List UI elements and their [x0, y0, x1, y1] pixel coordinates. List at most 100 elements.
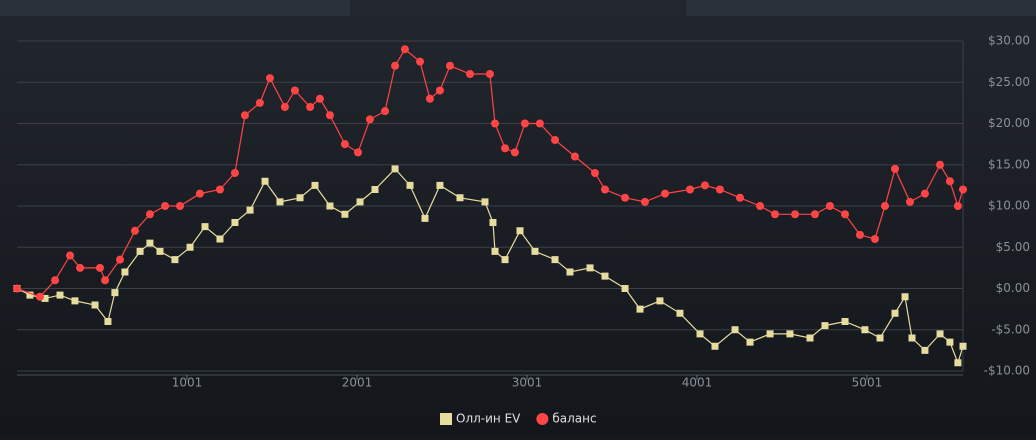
point: [551, 136, 560, 144]
point: [201, 223, 209, 231]
point: [341, 210, 349, 218]
point: [416, 57, 425, 66]
point: [766, 330, 774, 338]
x-tick-label: 1001: [172, 376, 203, 390]
point: [246, 206, 254, 214]
point: [676, 309, 684, 317]
point: [601, 272, 609, 280]
point: [425, 94, 434, 103]
point: [520, 119, 529, 128]
point: [101, 276, 110, 285]
point: [13, 284, 21, 293]
point: [841, 318, 849, 325]
point: [26, 291, 34, 299]
point: [731, 326, 739, 334]
point: [880, 202, 889, 210]
plot-area: $30.00 $25.00 $20.00 $15.00 $10.00 $5.00 $0.00…: [13, 34, 1030, 390]
y-tick-label: -$10.00: [984, 364, 1030, 378]
point: [265, 74, 274, 83]
point: [870, 235, 879, 243]
point: [365, 115, 374, 124]
point: [325, 111, 334, 120]
point: [176, 202, 185, 210]
point: [121, 268, 129, 276]
point: [391, 61, 400, 70]
point: [636, 305, 644, 313]
point: [171, 256, 179, 264]
point: [905, 197, 914, 206]
point: [640, 197, 649, 206]
point: [340, 140, 349, 149]
y-tick-label: $25.00: [988, 75, 1030, 89]
point: [746, 338, 754, 346]
point: [71, 297, 79, 305]
point: [491, 247, 499, 255]
x-tick-label: 4001: [682, 376, 713, 390]
point: [406, 181, 414, 189]
point: [421, 214, 429, 222]
point: [959, 342, 967, 350]
point: [116, 255, 125, 264]
x-tick-label: 2001: [342, 376, 373, 390]
point: [661, 189, 670, 198]
point: [946, 338, 954, 346]
point: [276, 198, 284, 206]
legend-label: Олл-ин EV: [456, 412, 521, 426]
point: [621, 193, 630, 202]
x-tick-label: 5001: [852, 376, 883, 390]
point: [146, 239, 154, 247]
point: [501, 256, 509, 264]
point: [315, 94, 324, 103]
legend-marker: [440, 413, 452, 425]
point: [261, 177, 269, 185]
point: [936, 330, 944, 338]
point: [216, 235, 224, 243]
point: [161, 202, 170, 210]
point: [381, 107, 390, 116]
y-tick-label: $0.00: [996, 281, 1030, 295]
point: [240, 111, 249, 120]
point: [290, 86, 299, 95]
point: [280, 103, 289, 111]
point: [535, 119, 544, 128]
x-tick-label: 3001: [512, 376, 543, 390]
point: [570, 152, 579, 161]
point: [35, 292, 44, 301]
point: [586, 264, 594, 272]
point: [436, 181, 444, 189]
point: [821, 322, 829, 330]
point: [510, 148, 519, 157]
point: [489, 219, 497, 226]
point: [806, 334, 814, 342]
point: [95, 263, 104, 272]
point: [186, 243, 194, 251]
point: [516, 227, 524, 235]
point: [466, 70, 475, 78]
point: [501, 144, 510, 153]
legend-marker: [536, 413, 549, 425]
point: [711, 342, 719, 350]
point: [959, 185, 967, 194]
point: [400, 45, 409, 54]
point: [901, 293, 909, 301]
point: [230, 169, 239, 177]
point: [921, 346, 929, 354]
y-tick-label: $10.00: [988, 199, 1030, 213]
point: [215, 185, 224, 194]
point: [685, 185, 694, 194]
point: [656, 297, 664, 305]
point: [485, 70, 494, 78]
point: [810, 210, 819, 219]
point: [306, 103, 315, 111]
point: [296, 194, 304, 202]
point: [953, 202, 962, 210]
y-tick-label: $5.00: [996, 240, 1030, 254]
point: [51, 276, 60, 285]
header-panel: [0, 0, 350, 16]
point: [920, 189, 929, 198]
y-tick-label: -$5.00: [991, 322, 1030, 336]
point: [876, 334, 884, 342]
point: [371, 186, 379, 193]
